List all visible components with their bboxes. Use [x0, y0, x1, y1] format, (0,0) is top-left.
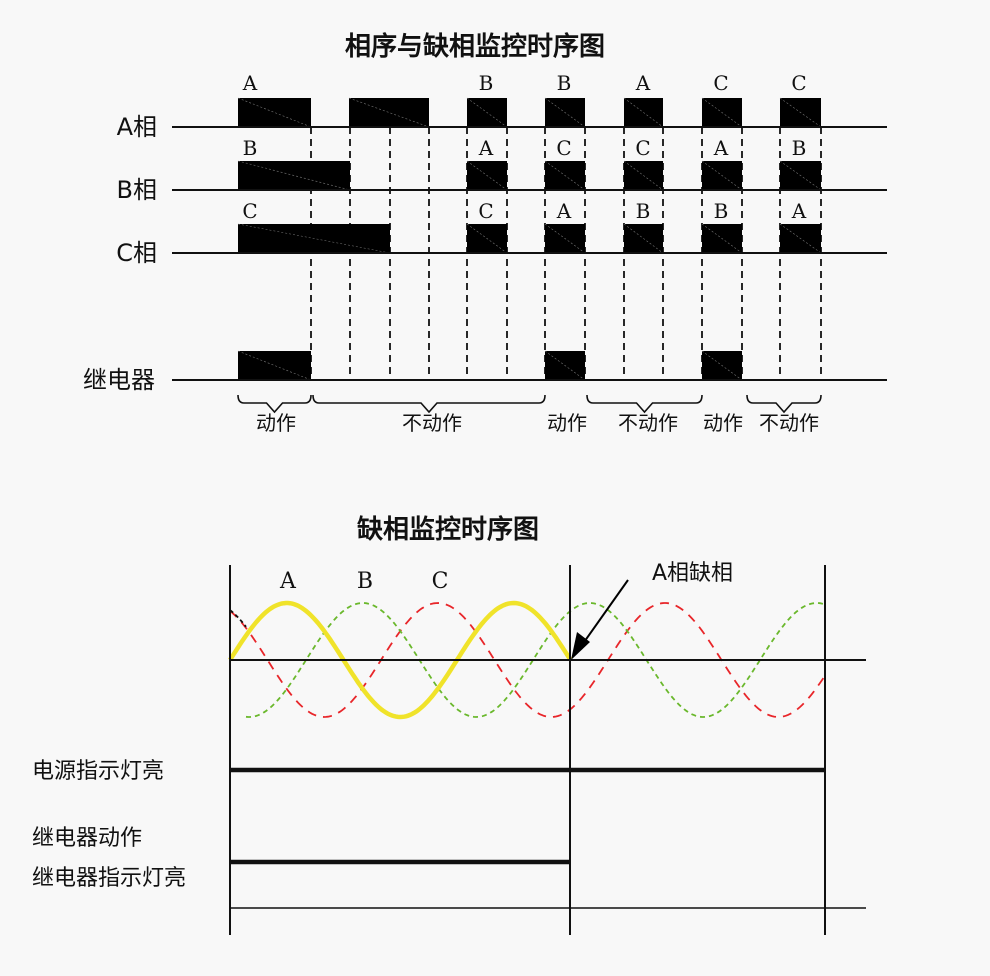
phase-label-b: B: [357, 569, 373, 594]
block-diagonal: [623, 97, 664, 128]
state-label: 动作: [547, 411, 587, 435]
block-phase-label: A: [713, 136, 729, 160]
block-phase-label: B: [479, 71, 494, 95]
signal-block: [349, 98, 429, 127]
block-diagonal: [701, 350, 743, 381]
block-phase-label: C: [242, 199, 257, 223]
block-diagonal: [701, 223, 743, 254]
block-phase-label: C: [635, 136, 650, 160]
row-label-c: C相: [116, 239, 157, 267]
block-phase-label: C: [713, 71, 728, 95]
signal-label-power-light: 电源指示灯亮: [32, 759, 164, 784]
arrow-head-icon: [571, 632, 590, 660]
phase-label-a: A: [279, 569, 297, 594]
block-phase-label: B: [636, 199, 651, 223]
state-label: 不动作: [618, 411, 678, 435]
block-diagonal: [779, 97, 822, 128]
phase-b-wave-start: [229, 609, 247, 628]
phase-b-wave: [245, 602, 825, 718]
block-diagonal: [466, 223, 508, 254]
bottom-title: 缺相监控时序图: [357, 514, 539, 545]
phase-label-c: C: [432, 569, 449, 594]
state-label: 不动作: [759, 411, 819, 435]
block-diagonal: [779, 160, 822, 191]
block-diagonal: [237, 160, 351, 191]
row-label-b: B相: [117, 176, 157, 204]
state-label: 动作: [256, 411, 296, 435]
phase-loss-annotation: A相缺相: [652, 561, 733, 586]
brace: [586, 394, 703, 414]
block-phase-label: A: [635, 71, 651, 95]
block-diagonal: [544, 223, 586, 254]
block-phase-label: A: [478, 136, 494, 160]
row-label-a: A相: [117, 113, 157, 141]
block-phase-label: B: [243, 136, 258, 160]
block-diagonal: [466, 97, 508, 128]
block-diagonal: [466, 160, 508, 191]
brace: [746, 394, 822, 414]
signal-block: [238, 351, 311, 380]
top-title: 相序与缺相监控时序图: [345, 31, 605, 62]
brace: [237, 394, 312, 414]
block-phase-label: C: [556, 136, 571, 160]
signal-label-relay-light: 继电器指示灯亮: [32, 866, 186, 891]
arrow-shaft: [581, 579, 629, 646]
phase-a-wave: [228, 600, 572, 720]
block-diagonal: [237, 223, 391, 254]
state-label: 动作: [703, 411, 743, 435]
block-diagonal: [623, 223, 664, 254]
block-diagonal: [779, 223, 822, 254]
block-phase-label: A: [791, 199, 807, 223]
block-phase-label: C: [791, 71, 806, 95]
block-diagonal: [544, 160, 586, 191]
signal-label-relay-action: 继电器动作: [32, 826, 142, 851]
block-phase-label: A: [242, 71, 258, 95]
row-label-relay: 继电器: [83, 366, 155, 394]
block-phase-label: B: [792, 136, 807, 160]
block-diagonal: [237, 350, 312, 381]
block-phase-label: B: [714, 199, 729, 223]
phase-sequence-diagram: A B B A C C B A C C A B C C A B B A: [172, 71, 887, 414]
phase-loss-diagram: [228, 565, 866, 935]
block-phase-label: C: [478, 199, 493, 223]
block-phase-label: A: [556, 199, 572, 223]
block-diagonal: [701, 160, 743, 191]
state-label: 不动作: [402, 411, 462, 435]
brace: [312, 394, 546, 414]
block-phase-label: B: [557, 71, 572, 95]
block-diagonal: [544, 97, 586, 128]
block-diagonal: [701, 97, 743, 128]
phase-c-wave: [229, 602, 825, 718]
block-diagonal: [623, 160, 664, 191]
block-diagonal: [237, 97, 312, 128]
block-diagonal: [544, 350, 586, 381]
